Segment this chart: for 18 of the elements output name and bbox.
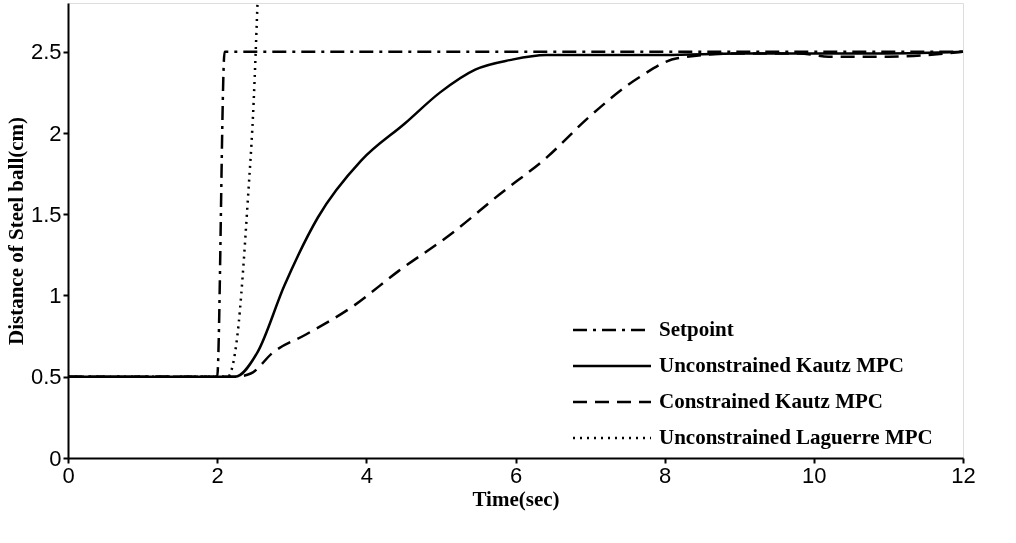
legend-label: Unconstrained Kautz MPC xyxy=(659,353,904,377)
x-tick-label: 8 xyxy=(659,462,672,488)
legend-label: Unconstrained Laguerre MPC xyxy=(659,425,933,449)
legend-label: Constrained Kautz MPC xyxy=(659,389,883,413)
x-tick-label: 4 xyxy=(360,462,373,488)
y-tick-label: 2.5 xyxy=(30,39,62,65)
x-tick-label: 12 xyxy=(951,462,976,488)
x-axis-title: Time(sec) xyxy=(472,486,560,511)
y-tick-label: 1.5 xyxy=(30,201,62,227)
y-tick-label: 0 xyxy=(49,445,62,471)
x-tick-label: 10 xyxy=(802,462,827,488)
y-tick-label: 0.5 xyxy=(30,364,62,390)
legend-label: Setpoint xyxy=(659,317,734,341)
x-tick-label: 2 xyxy=(211,462,224,488)
y-tick-label: 2 xyxy=(49,120,62,146)
x-tick-label: 6 xyxy=(509,462,523,488)
y-axis-title: Distance of Steel ball(cm) xyxy=(3,116,28,346)
y-tick-label: 1 xyxy=(49,283,62,308)
